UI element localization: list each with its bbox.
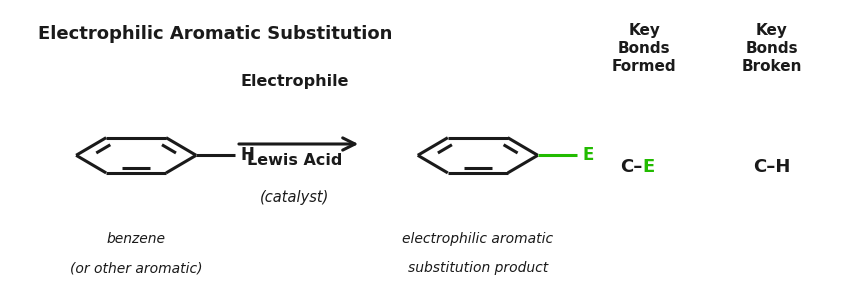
Text: (catalyst): (catalyst): [260, 190, 329, 205]
Text: Key
Bonds
Formed: Key Bonds Formed: [612, 22, 677, 73]
Text: Lewis Acid: Lewis Acid: [247, 154, 342, 168]
Text: C–H: C–H: [753, 158, 791, 176]
Text: E: E: [642, 158, 655, 176]
Text: E: E: [582, 146, 594, 164]
Text: Key
Bonds
Broken: Key Bonds Broken: [741, 22, 802, 73]
Text: electrophilic aromatic: electrophilic aromatic: [402, 232, 553, 246]
Text: H: H: [241, 146, 255, 164]
Text: (or other aromatic): (or other aromatic): [70, 261, 202, 275]
Text: Electrophilic Aromatic Substitution: Electrophilic Aromatic Substitution: [38, 25, 392, 43]
Text: substitution product: substitution product: [408, 261, 548, 275]
Text: C–: C–: [621, 158, 642, 176]
Text: benzene: benzene: [107, 232, 166, 246]
Text: Electrophile: Electrophile: [240, 74, 349, 89]
